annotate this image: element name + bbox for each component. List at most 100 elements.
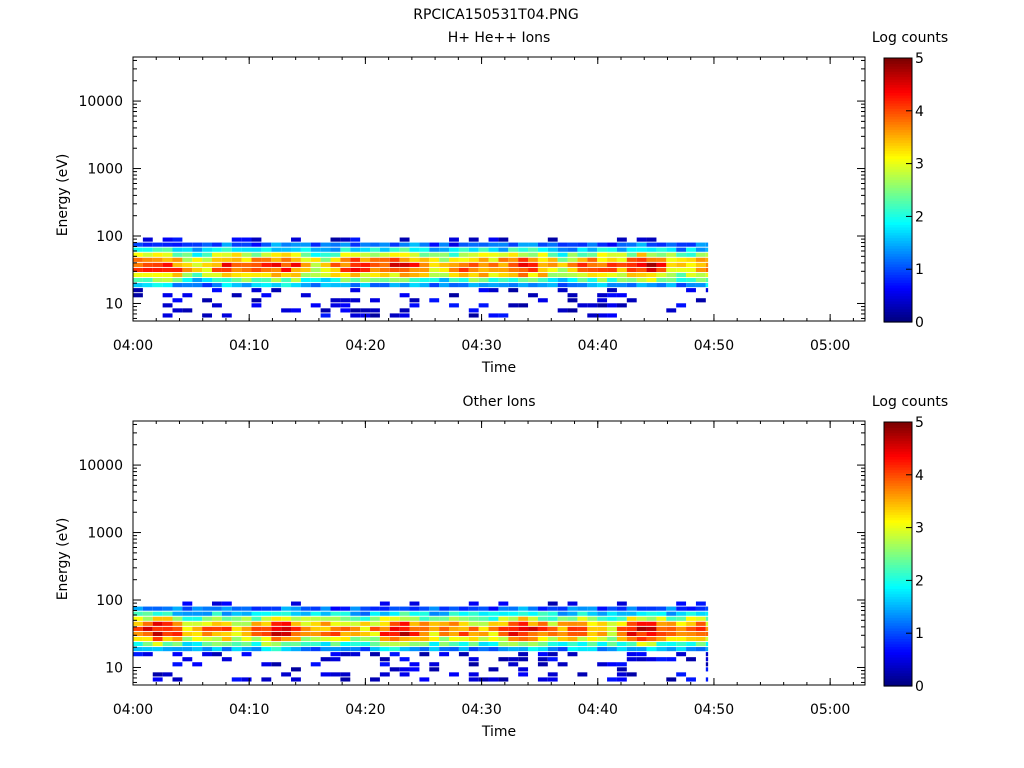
colorbar-band [884,68,912,72]
spectrogram-cell [488,641,499,647]
spectrogram-cell [370,677,380,682]
spectrogram-cell [537,621,548,626]
spectrogram-cell [261,616,272,621]
spectrogram-cell [547,601,558,606]
spectrogram-cell [488,647,499,652]
colorbar-band [884,266,912,270]
spectrogram-cell [518,672,529,677]
colorbar-band [884,535,912,539]
spectrogram-cell [370,611,380,616]
spectrogram-cell [429,257,440,262]
spectrogram-cell [389,283,400,288]
figure-title: RPCICA150531T04.PNG [413,7,578,23]
spectrogram-cell [607,636,617,642]
spectrogram-cell [587,313,598,318]
spectrogram-cell [231,616,242,621]
colorbar-band [884,94,912,99]
spectrogram-cell [330,252,341,257]
spectrogram-cell [508,631,519,637]
spectrogram-cell [646,257,657,262]
spectrogram-cell [370,262,380,267]
spectrogram-cells [133,237,709,318]
spectrogram-cell [666,631,677,637]
spectrogram-cell [597,611,608,616]
spectrogram-cell [429,626,440,631]
spectrogram-cell [399,313,410,318]
spectrogram-cell [626,298,637,303]
spectrogram-cell [291,616,301,621]
colorbar-band [884,604,912,608]
spectrogram-cell [547,257,558,262]
spectrogram-cell [587,277,598,283]
colorbar-band [884,158,912,162]
spectrogram-cell [241,283,252,288]
colorbar-band [884,108,912,112]
colorbar-band [884,150,912,154]
spectrogram-cell [182,308,193,313]
spectrogram-cell [399,272,410,278]
spectrogram-cell [686,616,696,621]
spectrogram-cell [221,313,232,318]
spectrogram-cell [498,313,509,318]
colorbar-frame [883,57,913,323]
spectrogram-cell [231,247,242,252]
spectrogram-cell [508,257,519,262]
spectrogram-cell [449,303,459,308]
spectrogram-cell [439,283,450,288]
spectrogram-cell [192,626,203,631]
spectrogram-cell [705,667,709,672]
spectrogram-cell [587,626,598,631]
spectrogram-cell [221,611,232,616]
spectrogram-cell [281,641,292,647]
y-tick-label: 10000 [78,458,123,474]
spectrogram-cell [587,283,598,288]
spectrogram-cell [152,647,163,652]
spectrogram-cell [616,636,627,642]
spectrogram-cell [350,652,361,657]
spectrogram-cell [133,257,143,262]
colorbar-band [884,683,912,687]
spectrogram-cell [557,647,568,652]
spectrogram-cell [656,621,667,626]
spectrogram-cell [676,257,687,262]
spectrogram-cell [656,606,667,611]
spectrogram-cell [281,626,292,631]
colorbar-band [884,424,912,428]
spectrogram-cell [212,636,222,642]
spectrogram-cell [133,652,143,657]
spectrogram-cell [152,283,163,288]
spectrogram-cell [202,262,213,267]
colorbar-band [884,290,912,294]
spectrogram-cell [409,257,420,262]
spectrogram-cell [626,257,637,262]
spectrogram-cell [518,277,529,283]
spectrogram-cell [212,631,222,637]
spectrogram-cell [528,283,538,288]
colorbar-band [884,474,912,479]
colorbar-band [884,575,912,579]
spectrogram-cell [488,257,499,262]
spectrogram-cell [666,657,677,662]
spectrogram-cell [379,257,390,262]
spectrogram-cell [695,636,706,642]
spectrogram-cell [360,267,371,273]
spectrogram-cell [587,247,598,252]
spectrogram-cell [182,257,193,262]
spectrogram-cell [449,237,459,242]
spectrogram-cell [370,242,380,247]
spectrogram-cell [597,616,608,621]
colorbar-band [884,200,912,204]
colorbar-band [884,593,912,597]
spectrogram-cell [449,641,459,647]
spectrogram-cell [498,247,509,252]
spectrogram-cell [686,272,696,278]
spectrogram-cell [202,631,213,637]
spectrogram-cell [577,283,588,288]
spectrogram-cell [152,677,163,682]
spectrogram-cell [528,621,538,626]
spectrogram-cell [231,606,242,611]
spectrogram-cell [646,626,657,631]
spectrogram-cell [172,242,183,247]
spectrogram-cell [518,247,529,252]
spectrogram-cell [241,677,252,682]
